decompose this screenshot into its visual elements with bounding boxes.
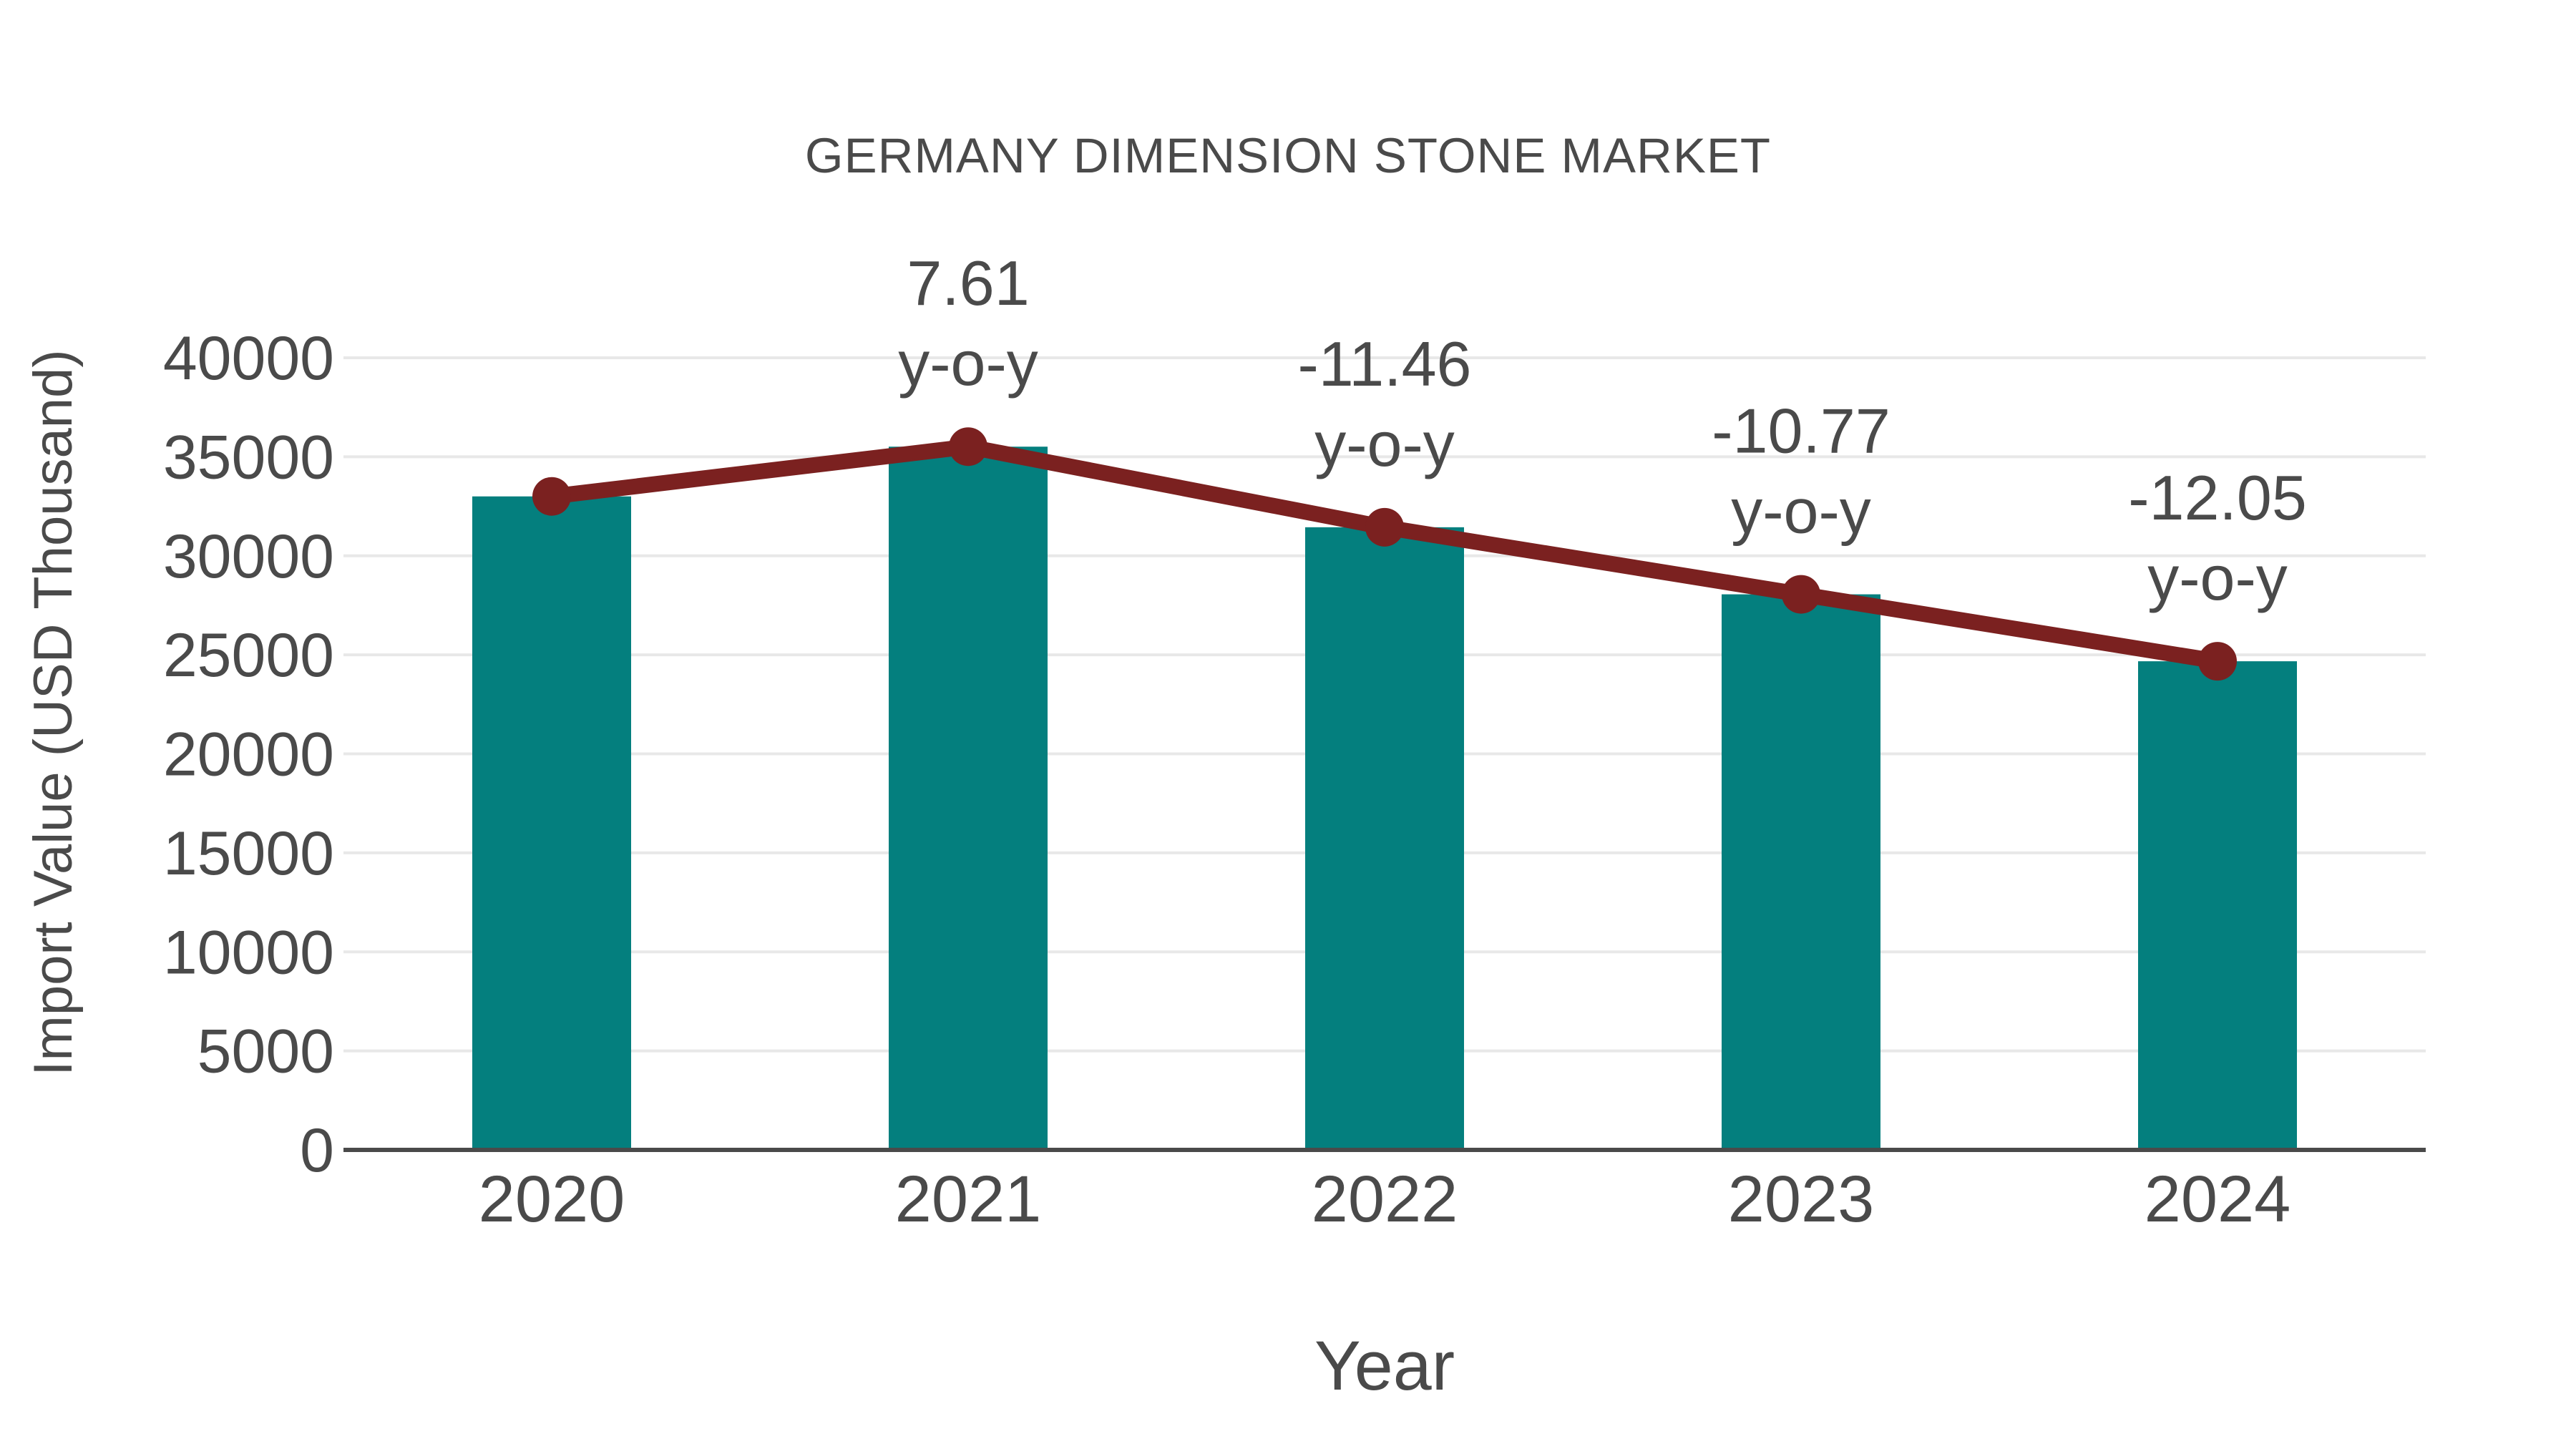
x-tick-label-2021: 2021 (895, 1163, 1042, 1236)
annotation-2023-unit: y-o-y (1731, 476, 1871, 547)
annotation-2021-value: 7.61 (907, 248, 1029, 318)
y-tick-label-5000: 5000 (197, 1018, 334, 1086)
x-axis-title: Year (1314, 1327, 1455, 1405)
y-tick-label-20000: 20000 (163, 721, 334, 789)
x-tick-label-2023: 2023 (1728, 1163, 1875, 1236)
trend-marker-2020 (532, 477, 571, 516)
bar-2020 (472, 496, 631, 1150)
y-tick-label-40000: 40000 (163, 324, 334, 393)
y-tick-label-25000: 25000 (163, 621, 334, 690)
bar-2023 (1722, 594, 1880, 1150)
bar-layer (472, 447, 2297, 1150)
bar-2022 (1305, 527, 1464, 1150)
line-layer (532, 427, 2237, 681)
trend-marker-2023 (1782, 575, 1820, 614)
annotation-2021-unit: y-o-y (898, 328, 1038, 399)
x-tick-label-2024: 2024 (2145, 1163, 2291, 1236)
chart-title: GERMANY DIMENSION STONE MARKET (805, 128, 1771, 183)
trend-marker-2024 (2198, 642, 2237, 681)
annotation-2022-value: -11.46 (1298, 328, 1472, 399)
bar-2021 (889, 447, 1048, 1150)
y-tick-label-0: 0 (300, 1116, 334, 1185)
x-tick-label-2022: 2022 (1312, 1163, 1458, 1236)
annotation-2024-unit: y-o-y (2147, 542, 2288, 613)
ticks-layer: 0 5000 10000 15000 20000 25000 30000 35000 40000… (163, 324, 2290, 1236)
x-tick-label-2020: 2020 (479, 1163, 625, 1236)
y-tick-label-35000: 35000 (163, 423, 334, 492)
y-tick-label-15000: 15000 (163, 819, 334, 888)
annotation-2022-unit: y-o-y (1314, 409, 1455, 479)
y-tick-label-30000: 30000 (163, 522, 334, 591)
annotations-layer: 7.61 y-o-y -11.46 y-o-y -10.77 y-o-y -12.05 y-o… (898, 248, 2307, 613)
bar-2024 (2138, 661, 2297, 1150)
y-axis-title: Import Value (USD Thousand) (23, 349, 84, 1075)
trend-marker-2022 (1365, 507, 1404, 547)
trend-marker-2021 (949, 427, 987, 467)
annotation-2024-value: -12.05 (2128, 462, 2307, 533)
annotation-2023-value: -10.77 (1712, 396, 1890, 467)
y-tick-label-10000: 10000 (163, 918, 334, 987)
